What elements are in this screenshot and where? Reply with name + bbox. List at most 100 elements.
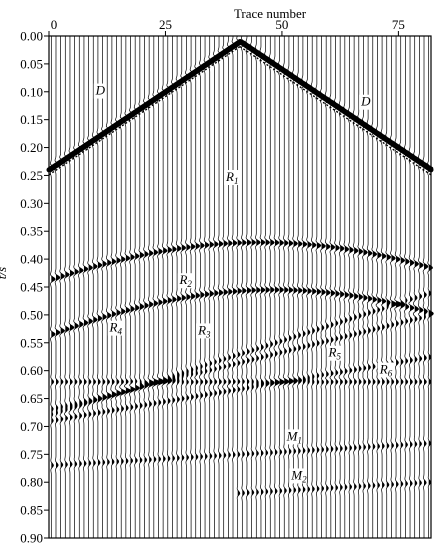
trace [404,36,411,538]
trace-line [87,36,94,538]
trace-fill [55,36,61,538]
trace [77,36,85,538]
trace [101,36,108,538]
trace-fill [200,36,205,538]
trace [119,36,127,538]
trace [87,36,94,538]
trace-fill [368,36,373,538]
trace-line [222,36,229,538]
trace [348,36,355,538]
trace [110,36,117,538]
trace-line [334,36,341,538]
trace-wiggles [49,35,434,538]
y-tick-label: 0.85 [20,503,43,518]
trace-line [306,36,313,538]
trace-fill [358,36,364,538]
trace-line [203,36,210,538]
trace-line [240,35,247,538]
trace [63,36,71,538]
trace-line [123,36,132,538]
trace-line [394,36,402,538]
trace [59,36,66,538]
trace-line [282,36,290,538]
event-label-background [93,83,105,99]
trace-fill [335,36,340,538]
trace-fill [116,36,122,538]
trace [408,36,415,538]
trace-fill [321,36,326,538]
trace [123,36,132,538]
x-tick-label: 25 [159,17,172,32]
plot-border [48,35,432,539]
event-label-background [377,362,395,378]
trace [310,36,317,538]
trace-line [338,36,345,538]
trace-fill [167,36,173,538]
trace [282,36,290,538]
trace-fill [424,36,429,538]
trace-line [362,36,369,538]
trace [236,35,243,538]
event-label-background [326,345,344,361]
trace-fill [405,36,410,538]
trace [301,36,308,538]
trace-fill [330,36,336,538]
trace [329,36,336,538]
trace [199,36,206,538]
trace [114,36,122,538]
trace-line [147,36,155,538]
trace [133,36,141,538]
trace-fill [386,36,392,538]
trace-line [105,36,113,538]
y-tick-label: 0.25 [20,168,43,183]
trace [380,36,387,538]
trace-line [213,36,220,538]
trace [324,36,332,538]
direct-wave-band [46,39,243,173]
trace-line [324,36,332,538]
event-label-background [224,170,242,186]
y-tick-label: 0.65 [20,391,43,406]
trace [264,36,271,538]
trace-line [343,36,350,538]
x-axis-label: Trace number [234,6,307,21]
trace-line [268,36,276,538]
trace [143,36,150,538]
trace [226,35,234,538]
trace-line [380,36,387,538]
trace-line [296,36,304,538]
trace [287,36,294,538]
trace [171,36,178,538]
trace-fill [354,36,359,538]
trace [334,36,341,538]
event-label-background [289,468,307,484]
trace-line [54,36,61,538]
trace-fill [97,36,103,538]
trace-line [273,36,280,538]
trace-line [73,36,80,538]
x-tick-label: 0 [51,17,58,32]
trace [259,36,266,538]
trace [152,36,160,538]
trace-fill [205,36,210,538]
trace-line [129,36,136,538]
trace-line [418,36,425,538]
trace-fill [349,36,354,538]
trace-line [119,36,127,538]
trace-fill [79,36,84,538]
trace [68,36,75,538]
y-tick-label: 0.90 [20,531,43,546]
trace-line [385,36,392,538]
event-label-background [107,320,125,336]
trace [194,36,201,538]
trace [422,36,429,538]
trace-line [68,36,75,538]
trace-fill [312,36,317,538]
trace-fill [326,36,331,538]
trace [82,36,89,538]
event-label-text: R5 [328,345,342,362]
trace [399,36,406,538]
event-label-text: D [360,94,371,109]
y-tick-label: 0.75 [20,447,43,462]
trace [389,36,398,538]
